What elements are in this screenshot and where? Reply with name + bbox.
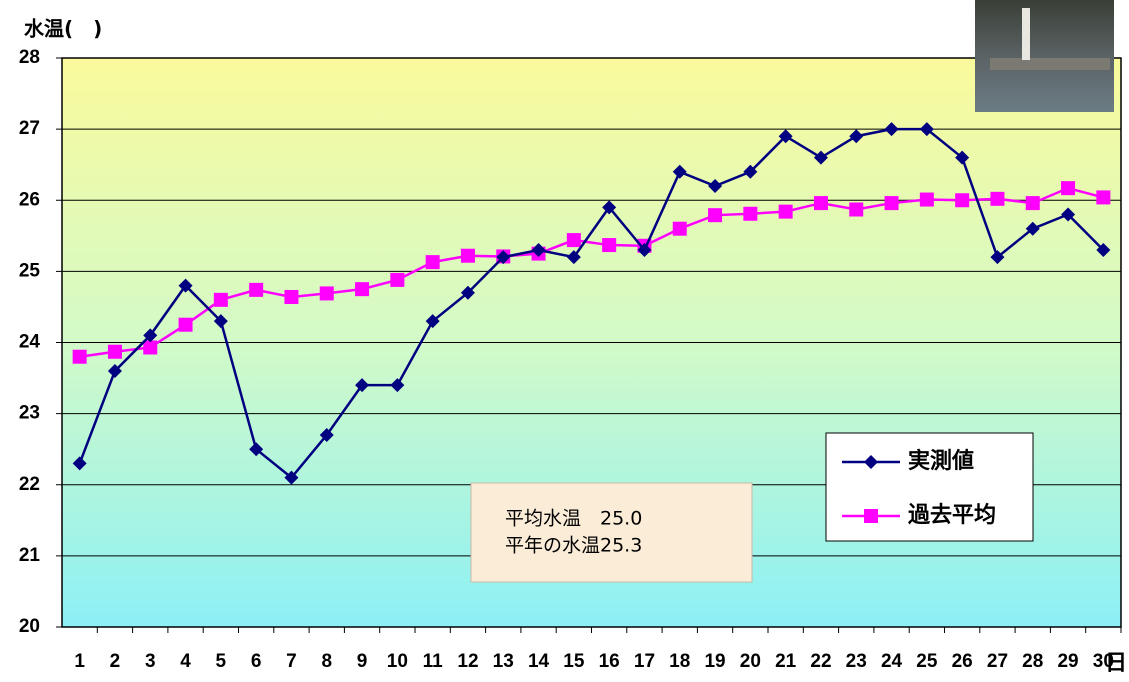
- x-tick-label: 26: [952, 651, 973, 672]
- y-tick-label: 20: [19, 616, 40, 637]
- annotation-box: [471, 483, 752, 582]
- annotation: 平均水温 25.0: [505, 508, 642, 530]
- y-tick-label: 22: [19, 474, 40, 495]
- x-tick-label: 15: [563, 651, 585, 672]
- marker: [426, 255, 440, 269]
- marker: [214, 293, 228, 307]
- marker: [955, 193, 969, 207]
- marker: [990, 192, 1004, 206]
- y-tick-label: 27: [19, 118, 40, 139]
- marker: [249, 283, 263, 297]
- x-tick-label: 22: [810, 651, 831, 672]
- x-tick-label: 3: [145, 651, 156, 672]
- marker: [885, 196, 899, 210]
- marker: [779, 205, 793, 219]
- x-tick-label: 28: [1022, 651, 1043, 672]
- marker: [864, 509, 878, 523]
- x-tick-label: 11: [423, 651, 444, 672]
- x-tick-label: 24: [881, 651, 903, 672]
- photo: [975, 0, 1114, 112]
- legend-label: 実測値: [908, 448, 974, 474]
- y-tick-label: 23: [19, 403, 40, 424]
- marker: [179, 318, 193, 332]
- x-tick-label: 19: [704, 651, 725, 672]
- marker: [743, 207, 757, 221]
- x-tick-label: 5: [216, 651, 227, 672]
- marker: [1026, 196, 1040, 210]
- x-tick-label: 2: [110, 651, 121, 672]
- y-tick-label: 24: [19, 332, 41, 353]
- x-tick-label: 27: [987, 651, 1008, 672]
- marker: [849, 202, 863, 216]
- legend-label: 過去平均: [908, 502, 996, 528]
- y-tick-label: 28: [19, 47, 40, 68]
- x-tick-label: 14: [528, 651, 550, 672]
- x-tick-label: 17: [634, 651, 655, 672]
- marker: [320, 286, 334, 300]
- marker: [461, 249, 475, 263]
- x-tick-label: 29: [1057, 651, 1078, 672]
- marker: [920, 193, 934, 207]
- x-tick-label: 25: [916, 651, 938, 672]
- marker: [1061, 181, 1075, 195]
- y-axis-title: 水温( ): [24, 17, 102, 41]
- marker: [143, 340, 157, 354]
- marker: [1096, 190, 1110, 204]
- x-tick-label: 18: [669, 651, 690, 672]
- x-tick-label: 21: [775, 651, 797, 672]
- marker: [602, 238, 616, 252]
- marker: [673, 222, 687, 236]
- x-tick-label: 1: [74, 651, 85, 672]
- x-tick-label: 9: [357, 651, 368, 672]
- marker: [567, 233, 581, 247]
- x-tick-label: 13: [493, 651, 514, 672]
- x-tick-label: 7: [286, 651, 297, 672]
- x-tick-label: 10: [387, 651, 408, 672]
- chart: 水温( ) 日 平均水温 25.0 平年の水温25.3 実測値過去平均 2021…: [0, 0, 1129, 682]
- marker: [708, 208, 722, 222]
- x-tick-label: 12: [457, 651, 478, 672]
- x-tick-label: 16: [599, 651, 620, 672]
- marker: [284, 290, 298, 304]
- marker: [355, 282, 369, 296]
- x-tick-label: 8: [321, 651, 332, 672]
- y-tick-label: 25: [19, 260, 41, 281]
- x-tick-label: 4: [180, 651, 191, 672]
- marker: [108, 345, 122, 359]
- marker: [814, 196, 828, 210]
- marker: [390, 273, 404, 287]
- y-tick-label: 21: [19, 545, 41, 566]
- annotation: 平年の水温25.3: [505, 535, 642, 557]
- x-tick-label: 20: [740, 651, 761, 672]
- y-tick-label: 26: [19, 189, 40, 210]
- x-tick-label: 30: [1093, 651, 1114, 672]
- x-tick-label: 23: [846, 651, 867, 672]
- marker: [73, 350, 87, 364]
- x-tick-label: 6: [251, 651, 262, 672]
